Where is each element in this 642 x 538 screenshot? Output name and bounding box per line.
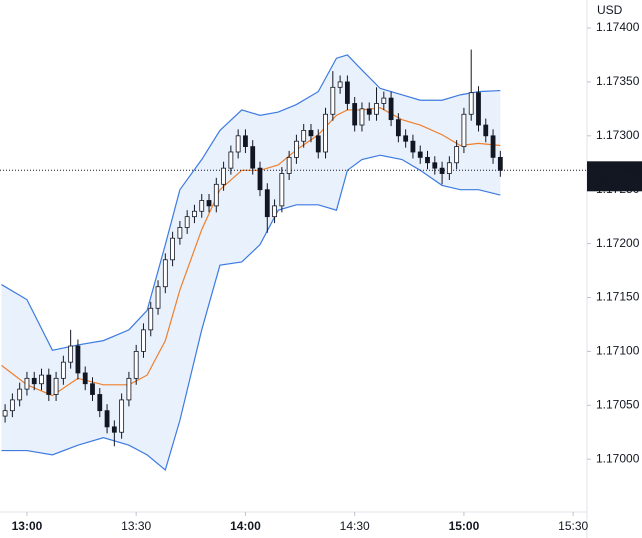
candle-body [272,205,277,218]
band-line [1,54,501,351]
candle-body [446,162,452,174]
candle-body [119,399,125,433]
candle-body [184,216,190,228]
candle-body [39,374,44,385]
candle-body [104,410,110,428]
candle-body [301,130,307,142]
candle-body [60,361,66,379]
candle-body [97,394,103,412]
candle-body [374,103,379,115]
candle-body [395,119,401,137]
candle-body [82,372,88,385]
y-tick-label: 1.17200 [596,236,640,250]
price-label-box [587,161,642,192]
candle-body [315,135,321,153]
candle-body [388,97,394,121]
candle-body [344,81,350,104]
candle-body [243,135,248,147]
candle-body [410,140,416,153]
candle-body [294,140,299,158]
candle-body [53,377,59,395]
candle-body [141,329,146,352]
candle-body [337,81,343,88]
candle-body [330,86,336,115]
candle-body [46,374,52,395]
y-tick-label: 1.17300 [596,128,640,142]
x-tick-label: 15:30 [558,519,588,533]
candle-body [403,135,409,142]
band-line [1,107,501,397]
candle-body [206,200,212,207]
candle-body [366,108,372,115]
candle-body [359,108,365,126]
countdown: 01:00 [596,176,626,190]
candle-body [286,156,292,174]
candle-body [148,307,154,331]
candle-body [213,183,219,207]
x-tick-label: 15:00 [449,519,480,533]
y-tick-label: 1.17150 [596,290,640,304]
candle-body [468,92,474,115]
candle-body [425,156,430,164]
candle-body [126,377,132,401]
y-tick-label: 1.17100 [596,344,640,358]
y-tick-label: 1.17400 [596,20,640,34]
candle-body [323,113,328,153]
candle-body [111,426,117,433]
candle-body [90,383,95,395]
candle-body [264,189,270,218]
candle-body [170,237,176,261]
candle-body [162,259,168,288]
candle-body [257,167,263,191]
candle-body [24,377,30,390]
candle-body [192,210,197,218]
candle-body [133,350,139,379]
candle-body [31,377,37,385]
y-tick-label: 1.17350 [596,74,640,88]
candle-body [250,146,256,169]
y-tick-label: 1.17000 [596,451,640,465]
candle-body [177,227,183,239]
candle-body [352,103,358,126]
candle-body [235,135,241,153]
candle-body [417,151,423,158]
candle-body [279,173,285,207]
candle-body [228,151,234,169]
band-line [1,154,501,472]
candle-body [308,130,314,137]
candle-body [75,345,81,374]
band-fill [1,54,501,470]
x-tick-label: 14:00 [230,519,261,533]
candle-body [199,200,205,212]
candle-body [483,124,489,137]
candle-body [17,388,23,401]
candle-body [381,97,387,104]
candle-body [476,92,481,126]
y-tick-label: 1.17050 [596,397,640,411]
candle-body [439,167,445,174]
x-tick-label: 14:30 [340,519,370,533]
candle-body [497,156,503,171]
candle-body [9,399,15,412]
price-label: 1.17268 [596,162,640,176]
candle-body [454,146,460,164]
candle-body [432,162,438,169]
x-tick-label: 13:00 [12,519,43,533]
currency: USD [597,3,623,17]
candle-body [461,113,467,147]
candle-body [490,135,496,158]
x-tick-label: 13:30 [121,519,151,533]
candle-body [2,410,8,417]
candle-body [221,167,226,185]
candle-body [155,286,161,309]
candle-body [68,345,74,363]
